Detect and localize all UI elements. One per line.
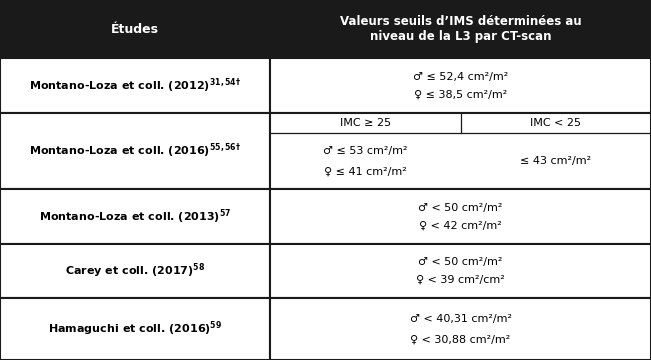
Text: Montano-Loza et coll. (2016)$^{\mathregular{55,56†}}$: Montano-Loza et coll. (2016)$^{\mathregu… [29,141,241,160]
Text: IMC ≥ 25: IMC ≥ 25 [340,118,391,128]
Bar [270,189,651,244]
Bar [270,244,651,298]
Bar [0,244,270,298]
Text: Montano-Loza et coll. (2012)$^{\mathregular{31,54†}}$: Montano-Loza et coll. (2012)$^{\mathregu… [29,76,241,95]
Text: IMC < 25: IMC < 25 [531,118,581,128]
Text: ≤ 43 cm²/m²: ≤ 43 cm²/m² [520,156,591,166]
Bar [0,298,270,360]
Text: Valeurs seuils d’IMS déterminées au
niveau de la L3 par CT-scan: Valeurs seuils d’IMS déterminées au nive… [340,15,581,43]
Bar [270,0,651,58]
Text: ♂ ≤ 53 cm²/m²: ♂ ≤ 53 cm²/m² [323,146,408,156]
Bar [0,113,270,189]
Text: ♀ < 30,88 cm²/m²: ♀ < 30,88 cm²/m² [411,334,510,345]
Text: Carey et coll. (2017)$^{\mathregular{58}}$: Carey et coll. (2017)$^{\mathregular{58}… [65,261,205,280]
Text: ♂ < 50 cm²/m²: ♂ < 50 cm²/m² [419,257,503,267]
Bar [270,58,651,113]
Bar [270,113,651,189]
Text: ♀ ≤ 41 cm²/m²: ♀ ≤ 41 cm²/m² [324,166,407,176]
Text: ♂ ≤ 52,4 cm²/m²: ♂ ≤ 52,4 cm²/m² [413,72,508,82]
Bar [270,298,651,360]
Text: ♀ < 42 cm²/m²: ♀ < 42 cm²/m² [419,221,502,231]
Text: Études: Études [111,23,159,36]
Text: ♀ ≤ 38,5 cm²/m²: ♀ ≤ 38,5 cm²/m² [414,90,507,100]
Bar [0,0,270,58]
Text: Hamaguchi et coll. (2016)$^{\mathregular{59}}$: Hamaguchi et coll. (2016)$^{\mathregular… [48,320,222,338]
Text: Montano-Loza et coll. (2013)$^{\mathregular{57}}$: Montano-Loza et coll. (2013)$^{\mathregu… [39,207,231,226]
Text: ♂ < 40,31 cm²/m²: ♂ < 40,31 cm²/m² [409,314,512,324]
Text: ♂ < 50 cm²/m²: ♂ < 50 cm²/m² [419,203,503,213]
Text: ♀ < 39 cm²/cm²: ♀ < 39 cm²/cm² [416,275,505,285]
Bar [0,58,270,113]
Bar [0,189,270,244]
